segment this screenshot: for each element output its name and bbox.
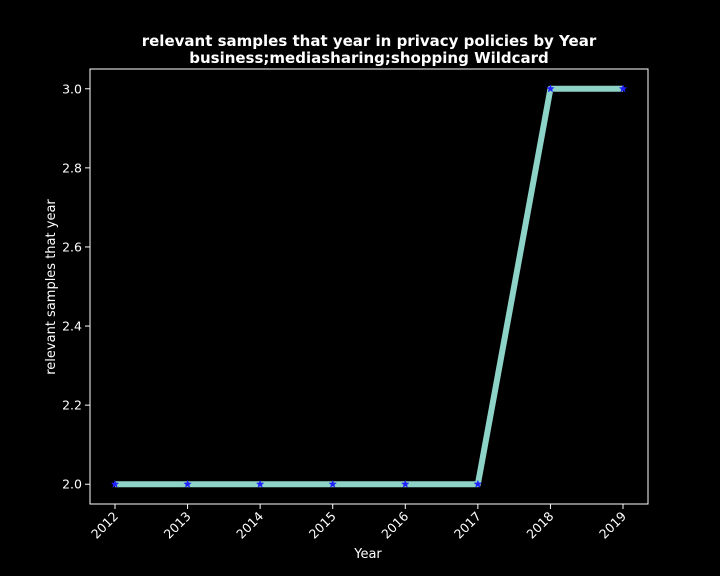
data-point-marker	[110, 479, 120, 488]
y-tick-label: 2.6	[62, 239, 82, 254]
y-axis-label: relevant samples that year	[44, 199, 59, 375]
data-point-marker	[328, 479, 338, 488]
data-point-marker	[183, 479, 192, 488]
x-tick-label: 2014	[233, 508, 266, 541]
data-point-marker	[473, 479, 483, 488]
series-layer	[110, 84, 628, 488]
x-axis-label: Year	[353, 547, 382, 562]
data-point-marker	[546, 84, 555, 93]
chart-title: relevant samples that year in privacy po…	[142, 32, 597, 50]
chart-subtitle: business;mediasharing;shopping Wildcard	[189, 49, 549, 67]
plot-area	[89, 68, 649, 505]
y-axis: 2.0 2.2 2.4 2.6 2.8 3.0	[62, 81, 90, 492]
x-tick-label: 2018	[523, 508, 556, 541]
series-line	[115, 85, 623, 488]
x-tick-label: 2013	[161, 509, 194, 542]
x-tick-label: 2016	[378, 508, 411, 541]
y-tick-label: 3.0	[62, 81, 82, 96]
data-point-marker	[618, 84, 628, 93]
y-tick-label: 2.4	[62, 319, 82, 334]
x-tick-label: 2015	[306, 509, 339, 542]
y-tick-label: 2.8	[62, 160, 82, 175]
x-tick-label: 2012	[88, 509, 121, 542]
x-tick-label: 2019	[596, 508, 629, 541]
x-axis: 2012 2013 2014 2015 2016 2017 2018 2019	[88, 504, 629, 542]
y-tick-label: 2.0	[62, 477, 82, 492]
data-point-marker	[400, 479, 410, 488]
data-point-marker	[255, 479, 265, 488]
y-tick-label: 2.2	[62, 398, 82, 413]
x-tick-label: 2017	[451, 509, 484, 542]
